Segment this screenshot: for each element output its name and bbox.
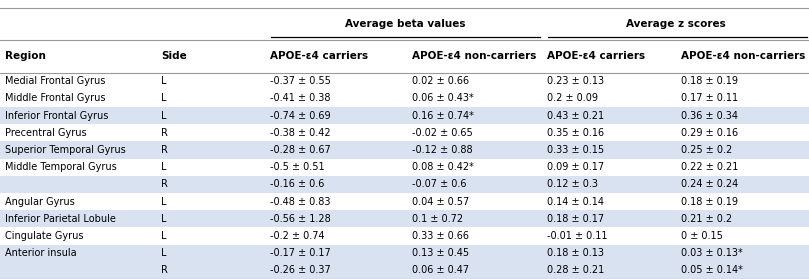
- Text: -0.48 ± 0.83: -0.48 ± 0.83: [270, 197, 331, 206]
- Text: 0.14 ± 0.14: 0.14 ± 0.14: [547, 197, 604, 206]
- Text: Medial Frontal Gyrus: Medial Frontal Gyrus: [5, 76, 105, 86]
- Text: L: L: [161, 248, 167, 258]
- Text: -0.41 ± 0.38: -0.41 ± 0.38: [270, 93, 331, 103]
- Text: 0.24 ± 0.24: 0.24 ± 0.24: [681, 179, 739, 189]
- Text: -0.37 ± 0.55: -0.37 ± 0.55: [270, 76, 331, 86]
- Text: 0.29 ± 0.16: 0.29 ± 0.16: [681, 128, 739, 138]
- Text: Average beta values: Average beta values: [345, 20, 465, 29]
- Text: L: L: [161, 110, 167, 121]
- Text: -0.02 ± 0.65: -0.02 ± 0.65: [412, 128, 472, 138]
- Text: 0.25 ± 0.2: 0.25 ± 0.2: [681, 145, 732, 155]
- Text: Cingulate Gyrus: Cingulate Gyrus: [5, 231, 83, 241]
- Text: Angular Gyrus: Angular Gyrus: [5, 197, 74, 206]
- Text: APOE-ε4 carriers: APOE-ε4 carriers: [547, 52, 645, 61]
- Text: 0.16 ± 0.74*: 0.16 ± 0.74*: [412, 110, 473, 121]
- Text: -0.28 ± 0.67: -0.28 ± 0.67: [270, 145, 331, 155]
- Text: 0.35 ± 0.16: 0.35 ± 0.16: [547, 128, 604, 138]
- Text: 0.36 ± 0.34: 0.36 ± 0.34: [681, 110, 738, 121]
- Text: Region: Region: [5, 52, 46, 61]
- Text: L: L: [161, 162, 167, 172]
- Bar: [0, 210, 809, 227]
- Text: -0.5 ± 0.51: -0.5 ± 0.51: [270, 162, 325, 172]
- Text: 0.28 ± 0.21: 0.28 ± 0.21: [547, 265, 604, 275]
- Text: Superior Temporal Gyrus: Superior Temporal Gyrus: [5, 145, 125, 155]
- Text: L: L: [161, 231, 167, 241]
- Text: 0.13 ± 0.45: 0.13 ± 0.45: [412, 248, 469, 258]
- Bar: [0, 245, 809, 262]
- Text: -0.16 ± 0.6: -0.16 ± 0.6: [270, 179, 324, 189]
- Text: -0.2 ± 0.74: -0.2 ± 0.74: [270, 231, 325, 241]
- Text: 0.02 ± 0.66: 0.02 ± 0.66: [412, 76, 469, 86]
- Text: 0.06 ± 0.43*: 0.06 ± 0.43*: [412, 93, 473, 103]
- Text: 0.05 ± 0.14*: 0.05 ± 0.14*: [681, 265, 743, 275]
- Text: APOE-ε4 non-carriers: APOE-ε4 non-carriers: [412, 52, 536, 61]
- Text: 0.03 ± 0.13*: 0.03 ± 0.13*: [681, 248, 743, 258]
- Text: 0.18 ± 0.17: 0.18 ± 0.17: [547, 214, 604, 224]
- Bar: [0, 141, 809, 158]
- Text: 0.18 ± 0.19: 0.18 ± 0.19: [681, 76, 738, 86]
- Text: 0.43 ± 0.21: 0.43 ± 0.21: [547, 110, 604, 121]
- Text: R: R: [161, 128, 167, 138]
- Text: Anterior insula: Anterior insula: [5, 248, 77, 258]
- Text: -0.56 ± 1.28: -0.56 ± 1.28: [270, 214, 331, 224]
- Text: 0.18 ± 0.13: 0.18 ± 0.13: [547, 248, 604, 258]
- Text: L: L: [161, 214, 167, 224]
- Bar: [0, 107, 809, 124]
- Text: 0.33 ± 0.66: 0.33 ± 0.66: [412, 231, 468, 241]
- Text: -0.74 ± 0.69: -0.74 ± 0.69: [270, 110, 331, 121]
- Text: 0.04 ± 0.57: 0.04 ± 0.57: [412, 197, 469, 206]
- Text: Side: Side: [161, 52, 187, 61]
- Text: L: L: [161, 197, 167, 206]
- Text: L: L: [161, 93, 167, 103]
- Text: -0.17 ± 0.17: -0.17 ± 0.17: [270, 248, 331, 258]
- Text: Precentral Gyrus: Precentral Gyrus: [5, 128, 87, 138]
- Text: 0.2 ± 0.09: 0.2 ± 0.09: [547, 93, 598, 103]
- Text: 0 ± 0.15: 0 ± 0.15: [681, 231, 723, 241]
- Text: Inferior Frontal Gyrus: Inferior Frontal Gyrus: [5, 110, 108, 121]
- Text: -0.01 ± 0.11: -0.01 ± 0.11: [547, 231, 608, 241]
- Text: R: R: [161, 265, 167, 275]
- Text: -0.12 ± 0.88: -0.12 ± 0.88: [412, 145, 472, 155]
- Text: Middle Frontal Gyrus: Middle Frontal Gyrus: [5, 93, 105, 103]
- Bar: [0, 262, 809, 279]
- Text: R: R: [161, 179, 167, 189]
- Text: L: L: [161, 76, 167, 86]
- Text: -0.26 ± 0.37: -0.26 ± 0.37: [270, 265, 331, 275]
- Text: Average z scores: Average z scores: [626, 20, 726, 29]
- Text: 0.23 ± 0.13: 0.23 ± 0.13: [547, 76, 604, 86]
- Text: 0.08 ± 0.42*: 0.08 ± 0.42*: [412, 162, 473, 172]
- Text: 0.1 ± 0.72: 0.1 ± 0.72: [412, 214, 463, 224]
- Text: APOE-ε4 non-carriers: APOE-ε4 non-carriers: [681, 52, 806, 61]
- Text: 0.09 ± 0.17: 0.09 ± 0.17: [547, 162, 604, 172]
- Text: 0.06 ± 0.47: 0.06 ± 0.47: [412, 265, 469, 275]
- Text: 0.21 ± 0.2: 0.21 ± 0.2: [681, 214, 732, 224]
- Bar: [0, 176, 809, 193]
- Text: Inferior Parietal Lobule: Inferior Parietal Lobule: [5, 214, 116, 224]
- Text: -0.07 ± 0.6: -0.07 ± 0.6: [412, 179, 466, 189]
- Text: R: R: [161, 145, 167, 155]
- Text: -0.38 ± 0.42: -0.38 ± 0.42: [270, 128, 331, 138]
- Text: Middle Temporal Gyrus: Middle Temporal Gyrus: [5, 162, 116, 172]
- Text: APOE-ε4 carriers: APOE-ε4 carriers: [270, 52, 368, 61]
- Text: 0.17 ± 0.11: 0.17 ± 0.11: [681, 93, 739, 103]
- Text: 0.18 ± 0.19: 0.18 ± 0.19: [681, 197, 738, 206]
- Text: 0.33 ± 0.15: 0.33 ± 0.15: [547, 145, 604, 155]
- Text: 0.12 ± 0.3: 0.12 ± 0.3: [547, 179, 598, 189]
- Text: 0.22 ± 0.21: 0.22 ± 0.21: [681, 162, 739, 172]
